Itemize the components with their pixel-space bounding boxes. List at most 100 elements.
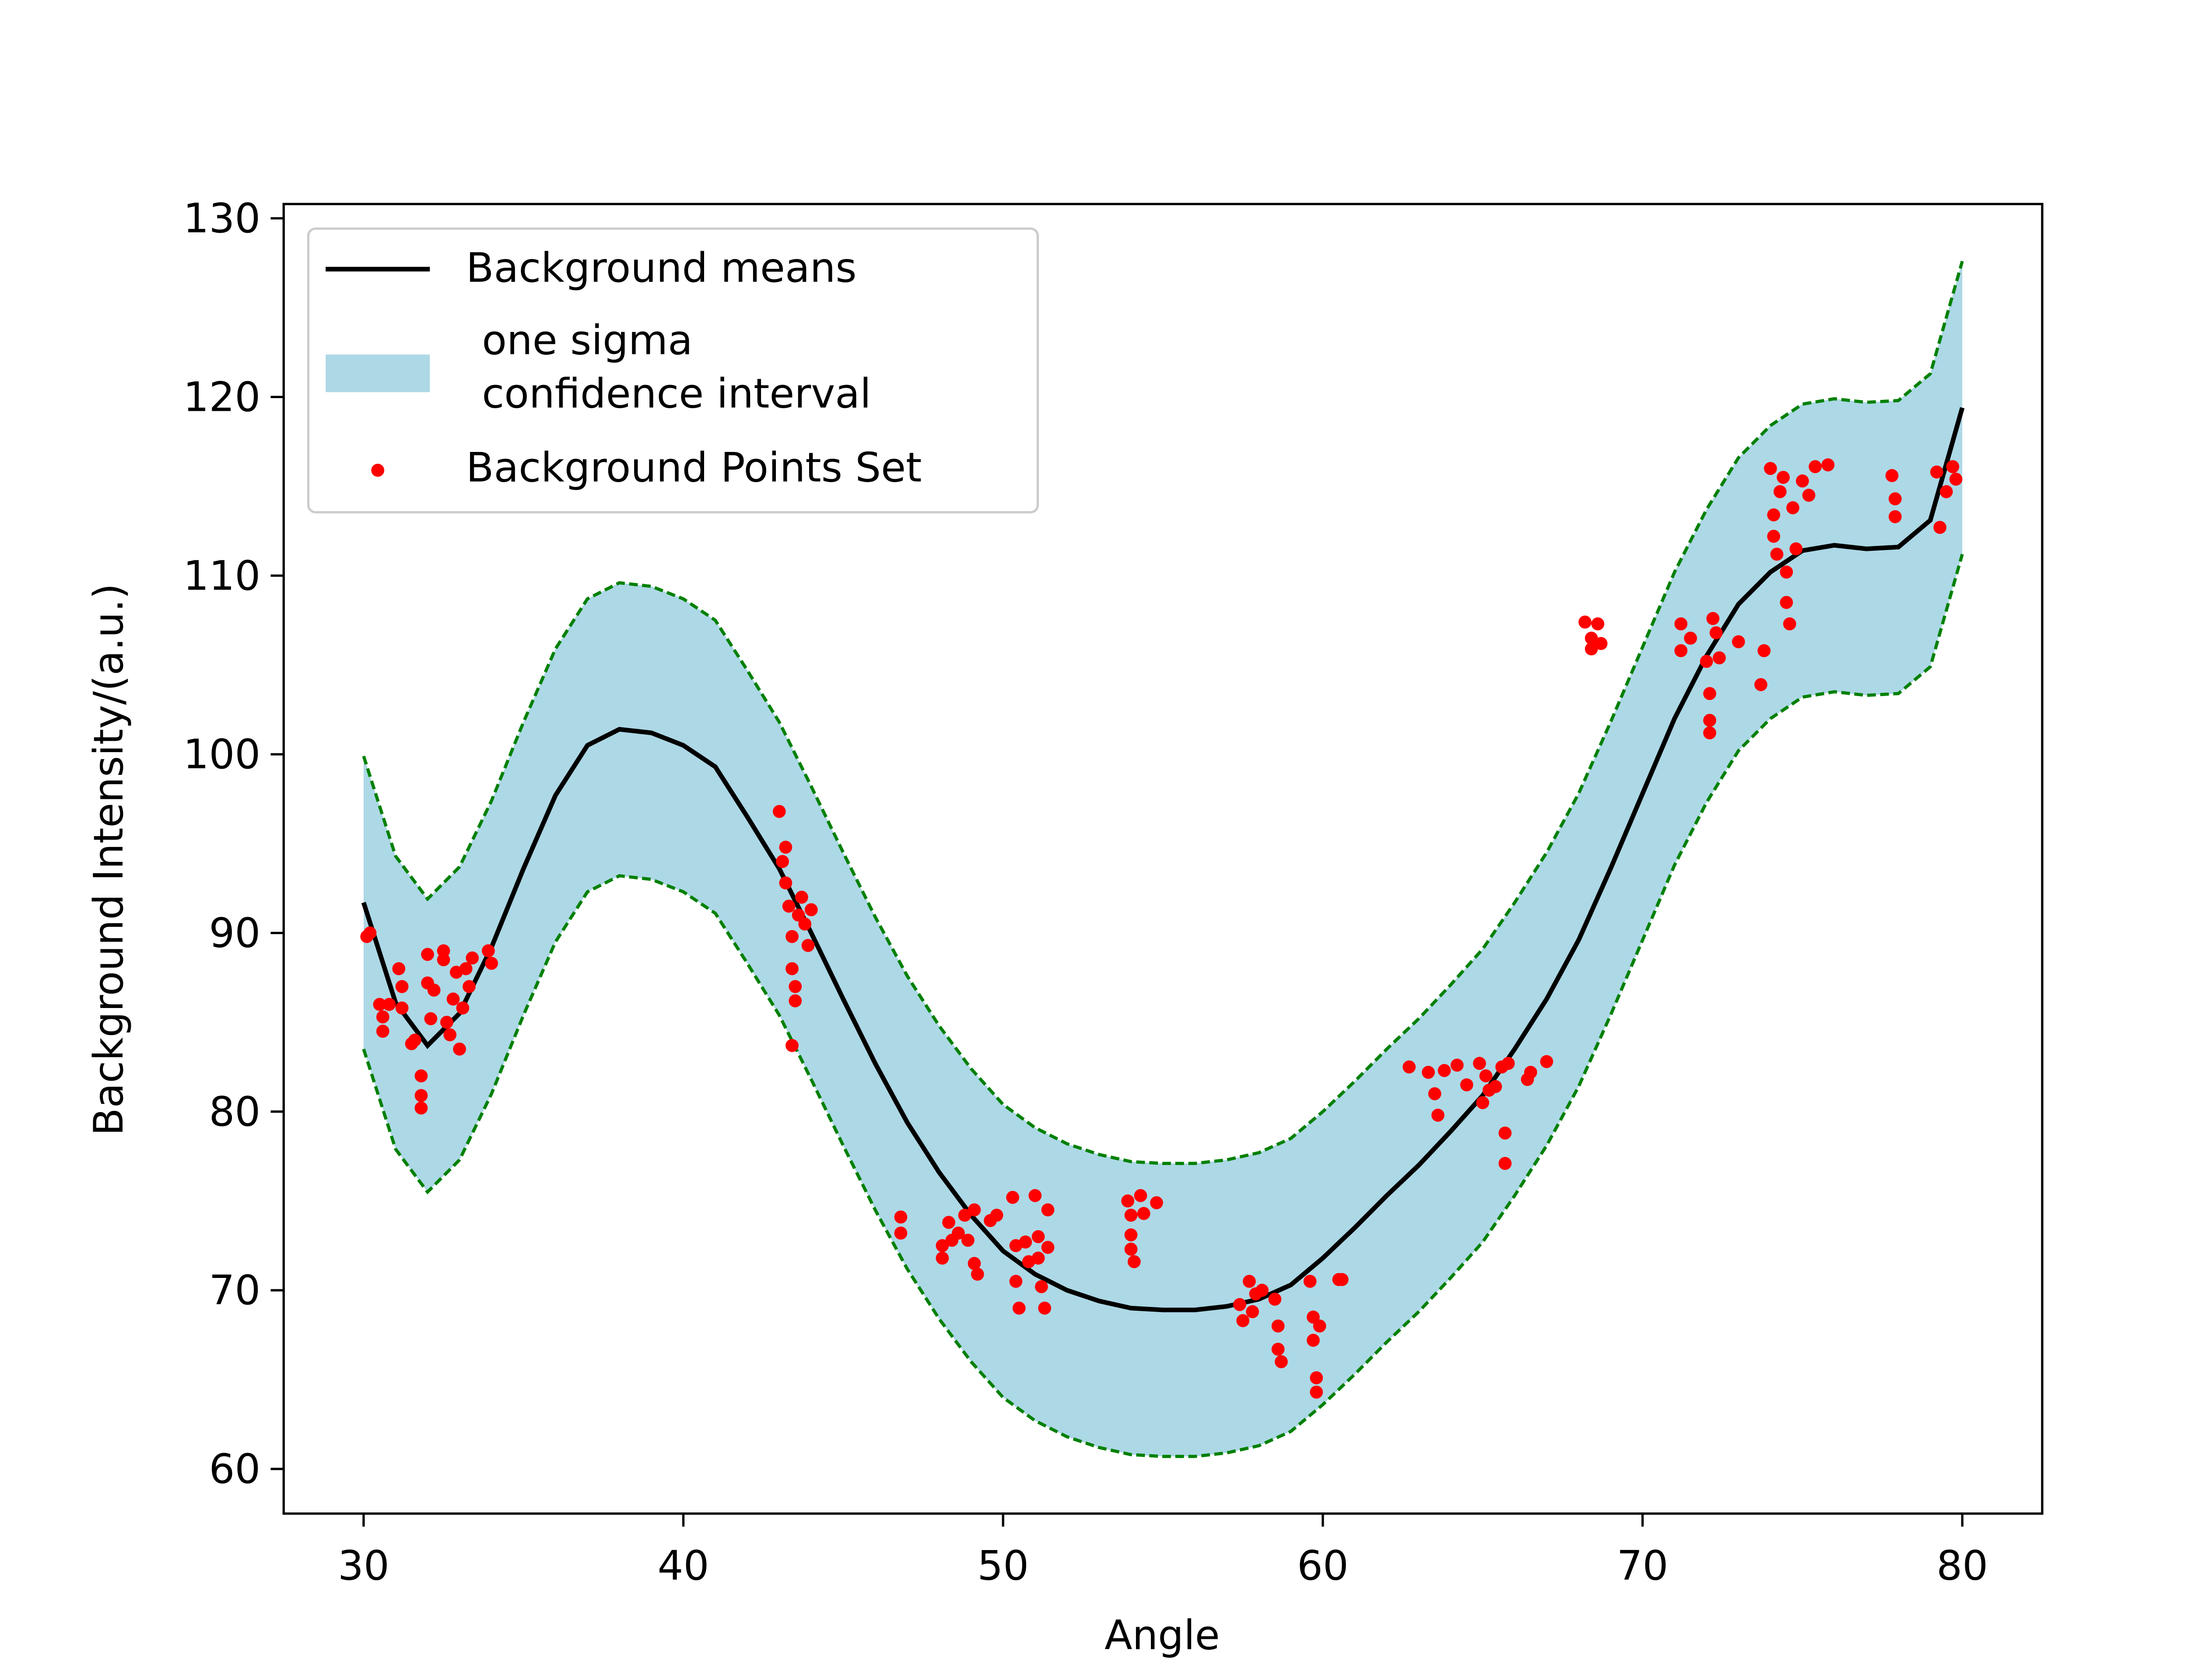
scatter-point xyxy=(1578,616,1592,629)
x-axis-label: Angle xyxy=(1105,1611,1220,1659)
scatter-point xyxy=(1031,1230,1045,1243)
scatter-point xyxy=(1150,1196,1163,1209)
scatter-point xyxy=(1271,1319,1285,1333)
scatter-point xyxy=(1246,1305,1259,1319)
scatter-point xyxy=(1489,1080,1502,1093)
scatter-point xyxy=(1137,1207,1150,1220)
y-tick-label: 80 xyxy=(209,1088,261,1135)
scatter-point xyxy=(1498,1126,1512,1140)
band-upper-edge xyxy=(362,261,1964,1165)
scatter-point xyxy=(1422,1066,1435,1079)
scatter-point xyxy=(971,1267,984,1281)
scatter-point xyxy=(1789,542,1803,556)
scatter-point xyxy=(1310,1386,1323,1399)
scatter-point xyxy=(1431,1109,1445,1122)
scatter-point xyxy=(1428,1087,1441,1100)
scatter-point xyxy=(1770,547,1784,561)
scatter-point xyxy=(1773,485,1787,498)
scatter-point xyxy=(1127,1255,1141,1268)
scatter-point xyxy=(1783,617,1796,630)
scatter-point xyxy=(1946,460,1960,473)
scatter-point xyxy=(1684,631,1697,645)
scatter-point xyxy=(392,962,406,976)
scatter-point xyxy=(1786,501,1799,514)
scatter-point xyxy=(1310,1371,1323,1385)
scatter-point xyxy=(395,980,409,993)
scatter-point xyxy=(1703,714,1716,727)
scatter-point xyxy=(1450,1058,1464,1072)
scatter-point xyxy=(421,948,434,961)
scatter-point xyxy=(446,992,460,1006)
scatter-point xyxy=(1939,485,1953,498)
scatter-point xyxy=(968,1257,981,1270)
scatter-point xyxy=(437,944,450,958)
scatter-point xyxy=(894,1210,908,1224)
scatter-point xyxy=(1821,458,1835,472)
scatter-point xyxy=(440,1015,453,1029)
scatter-point xyxy=(1767,508,1781,522)
scatter-point xyxy=(1591,617,1605,630)
scatter-point xyxy=(1041,1241,1055,1254)
scatter-point xyxy=(772,805,786,818)
scatter-point xyxy=(443,1028,457,1042)
scatter-point xyxy=(1713,651,1726,665)
scatter-point xyxy=(1709,626,1723,640)
scatter-point xyxy=(408,1033,421,1047)
scatter-point xyxy=(427,984,441,997)
scatter-point xyxy=(1124,1208,1138,1222)
y-tick-label: 60 xyxy=(209,1446,261,1493)
scatter-point xyxy=(782,900,796,913)
scatter-point xyxy=(1335,1273,1349,1286)
scatter-point xyxy=(1242,1274,1256,1288)
scatter-point xyxy=(936,1239,949,1252)
scatter-point xyxy=(936,1251,949,1265)
scatter-point xyxy=(1498,1157,1512,1170)
scatter-point xyxy=(485,957,498,970)
scatter-point xyxy=(789,994,802,1008)
scatter-point xyxy=(1585,642,1598,656)
x-tick-label: 70 xyxy=(1617,1542,1669,1589)
scatter-point xyxy=(779,876,792,890)
axes-frame xyxy=(282,203,2044,1515)
legend-label: confidence interval xyxy=(482,370,871,417)
scatter-point xyxy=(1476,1096,1490,1110)
scatter-point xyxy=(1460,1078,1473,1092)
scatter-point xyxy=(1501,1057,1515,1070)
scatter-point xyxy=(1732,635,1745,648)
scatter-point xyxy=(382,998,396,1011)
scatter-point xyxy=(968,1203,981,1217)
legend-label: Background means xyxy=(466,244,857,291)
scatter-point xyxy=(961,1233,975,1247)
scatter-point xyxy=(1233,1298,1246,1311)
scatter-point xyxy=(1757,644,1771,658)
x-tick-label: 50 xyxy=(977,1542,1029,1589)
scatter-point xyxy=(466,951,479,965)
scatter-point xyxy=(785,1039,799,1052)
scatter-point xyxy=(1028,1189,1042,1202)
scatter-point xyxy=(1403,1060,1416,1074)
y-axis-label: Background Intensity/(a.u.) xyxy=(85,583,132,1136)
scatter-point xyxy=(1124,1242,1138,1256)
scatter-point xyxy=(1585,631,1598,645)
scatter-point xyxy=(424,1012,438,1026)
x-tick-label: 60 xyxy=(1297,1542,1349,1589)
x-tick-label: 80 xyxy=(1936,1542,1988,1589)
scatter-point xyxy=(1949,472,1963,486)
scatter-point xyxy=(1038,1302,1052,1315)
scatter-point xyxy=(376,1010,389,1024)
scatter-point xyxy=(779,840,792,854)
y-tick-label: 90 xyxy=(209,909,261,956)
scatter-point xyxy=(376,1025,389,1038)
scatter-point xyxy=(1780,596,1793,609)
scatter-point xyxy=(894,1226,908,1240)
x-tick-label: 30 xyxy=(338,1542,389,1589)
scatter-point xyxy=(1524,1066,1537,1079)
y-tick-label: 70 xyxy=(209,1267,261,1314)
scatter-point xyxy=(942,1216,955,1229)
scatter-point xyxy=(1019,1236,1032,1249)
scatter-point xyxy=(456,1001,470,1015)
scatter-point xyxy=(1031,1251,1045,1265)
y-tick-label: 100 xyxy=(183,731,261,778)
scatter-point xyxy=(1706,612,1720,625)
